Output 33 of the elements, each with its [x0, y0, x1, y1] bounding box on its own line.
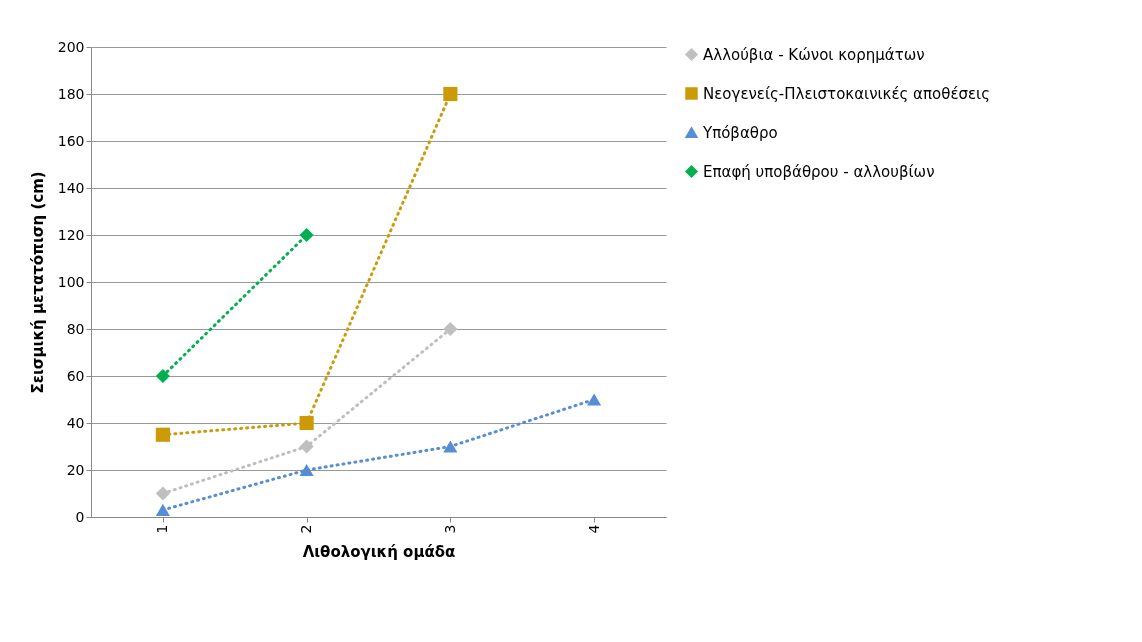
legend-label: Νεογενείς-Πλειστοκαινικές αποθέσεις [703, 84, 990, 103]
x-tick-label: 4 [585, 524, 602, 534]
point [443, 86, 458, 102]
y-tick-label: 200 [57, 38, 85, 55]
point [155, 503, 170, 517]
point [299, 415, 314, 431]
point [443, 321, 458, 337]
point [299, 463, 314, 477]
point [155, 368, 170, 384]
y-tick-label: 60 [66, 367, 85, 384]
legend-label: Υπόβαθρο [702, 123, 778, 142]
x-tick-label: 3 [441, 524, 458, 534]
point [443, 440, 458, 453]
x-tick-label: 2 [298, 524, 315, 534]
y-tick-label: 140 [57, 179, 85, 196]
legend-label: Αλλούβια - Κώνοι κορημάτων [703, 45, 925, 64]
y-tick-label: 180 [57, 85, 85, 102]
y-tick-label: 80 [66, 320, 85, 337]
x-axis-title: Λιθολογική ομάδα [302, 543, 456, 562]
y-tick-label: 20 [66, 461, 85, 478]
y-tick-label: 40 [66, 414, 85, 431]
legend-label: Επαφή υποβάθρου - αλλουβίων [703, 162, 935, 181]
y-tick-label: 100 [57, 273, 85, 290]
y-tick-label: 0 [75, 508, 85, 525]
x-tick-label: 1 [154, 524, 171, 534]
y-tick-label: 160 [57, 132, 85, 149]
point [299, 227, 314, 243]
point [587, 393, 602, 406]
y-tick-label: 120 [57, 226, 85, 243]
point [155, 486, 170, 501]
y-axis-title: Σεισμική μετατόπιση (cm) [28, 171, 47, 394]
point [299, 439, 314, 454]
point [155, 427, 170, 442]
